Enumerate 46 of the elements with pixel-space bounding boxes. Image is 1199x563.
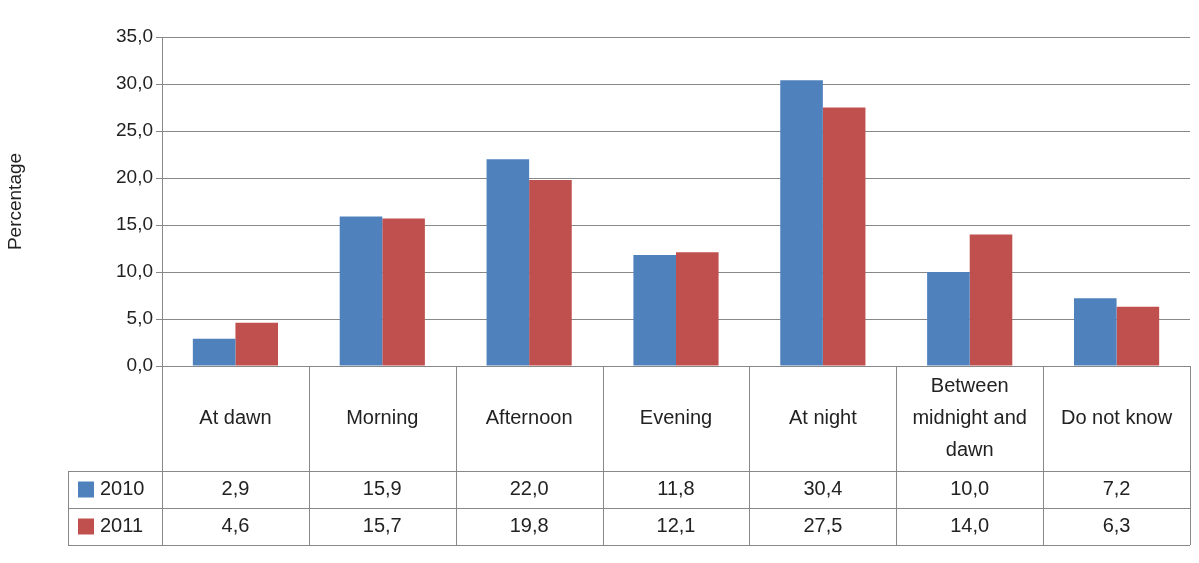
x-tick-label: At night [788, 406, 858, 429]
legend-label: 2011 [100, 514, 144, 537]
data-label: 4,6 [221, 514, 250, 537]
data-label: 2,9 [221, 477, 250, 500]
y-tick-label: 35,0 [116, 25, 153, 47]
data-label: 22,0 [509, 477, 549, 500]
x-tick-label: Morning [346, 406, 419, 429]
data-label: 11,8 [657, 477, 695, 500]
x-tick-label: Evening [639, 406, 713, 429]
data-label: 30,4 [803, 477, 843, 500]
y-tick-label: 15,0 [116, 213, 153, 235]
bar [486, 159, 530, 366]
data-label: 19,8 [509, 514, 549, 537]
data-label: 14,0 [950, 514, 990, 537]
data-label: 15,7 [362, 514, 402, 537]
bar [339, 216, 383, 366]
y-tick-label: 30,0 [116, 72, 153, 94]
y-axis-title: Percentage [3, 152, 25, 251]
x-tick-label: Do not know [1060, 406, 1173, 429]
x-tick-label: Afternoon [485, 406, 573, 429]
bar [1073, 298, 1117, 366]
y-tick-label: 5,0 [126, 307, 153, 329]
bar [676, 252, 719, 366]
bar [192, 338, 236, 366]
bar [235, 322, 279, 366]
legend-label: 2010 [100, 477, 145, 500]
data-label: 7,2 [1102, 477, 1131, 500]
y-tick-label: 0,0 [126, 354, 153, 376]
data-label: 6,3 [1102, 514, 1131, 537]
x-tick-label: At dawn [199, 406, 272, 429]
bar [780, 80, 823, 366]
x-tick-label: Between midnight and dawn [912, 374, 1027, 461]
y-tick-label: 20,0 [116, 166, 153, 188]
y-tick-label: 10,0 [116, 260, 153, 282]
y-tick-label: 25,0 [116, 119, 153, 141]
bar [969, 234, 1013, 366]
bar [529, 179, 572, 366]
data-label: 12,1 [656, 514, 696, 537]
data-label: 10,0 [950, 477, 990, 500]
bar [1116, 306, 1160, 366]
bar [633, 255, 676, 366]
bar [822, 107, 866, 366]
data-label: 15,9 [362, 477, 402, 500]
bar [382, 218, 425, 366]
bar [927, 272, 970, 366]
data-label: 27,5 [803, 514, 843, 537]
